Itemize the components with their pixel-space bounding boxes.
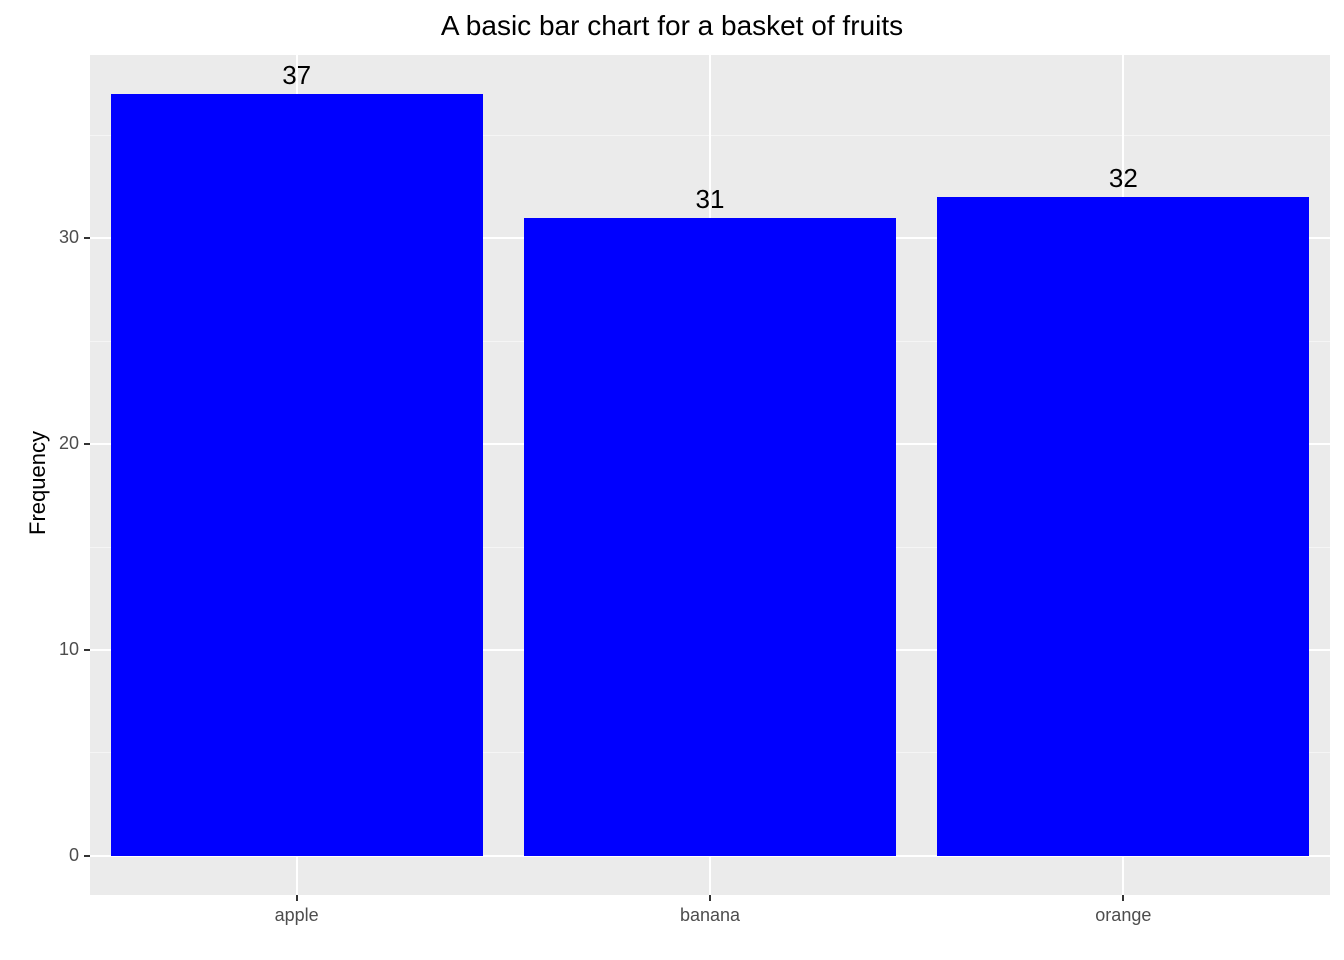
y-tick-mark (84, 237, 90, 239)
bar-apple (111, 94, 483, 856)
bar-banana (524, 218, 896, 856)
x-tick-mark (296, 895, 298, 901)
x-tick-label: banana (630, 905, 790, 926)
y-tick-mark (84, 443, 90, 445)
y-tick-mark (84, 649, 90, 651)
bar-value-label: 37 (237, 60, 357, 91)
bar-value-label: 32 (1063, 163, 1183, 194)
y-tick-label: 20 (39, 433, 79, 454)
x-tick-label: orange (1043, 905, 1203, 926)
y-tick-mark (84, 855, 90, 857)
x-tick-label: apple (217, 905, 377, 926)
bar-orange (937, 197, 1309, 856)
y-tick-label: 30 (39, 227, 79, 248)
chart-title: A basic bar chart for a basket of fruits (0, 10, 1344, 42)
y-tick-label: 0 (39, 845, 79, 866)
x-tick-mark (709, 895, 711, 901)
chart-container: A basic bar chart for a basket of fruits… (0, 0, 1344, 960)
y-tick-label: 10 (39, 639, 79, 660)
bar-value-label: 31 (650, 184, 770, 215)
plot-panel: 37 31 32 (90, 55, 1330, 895)
x-tick-mark (1122, 895, 1124, 901)
